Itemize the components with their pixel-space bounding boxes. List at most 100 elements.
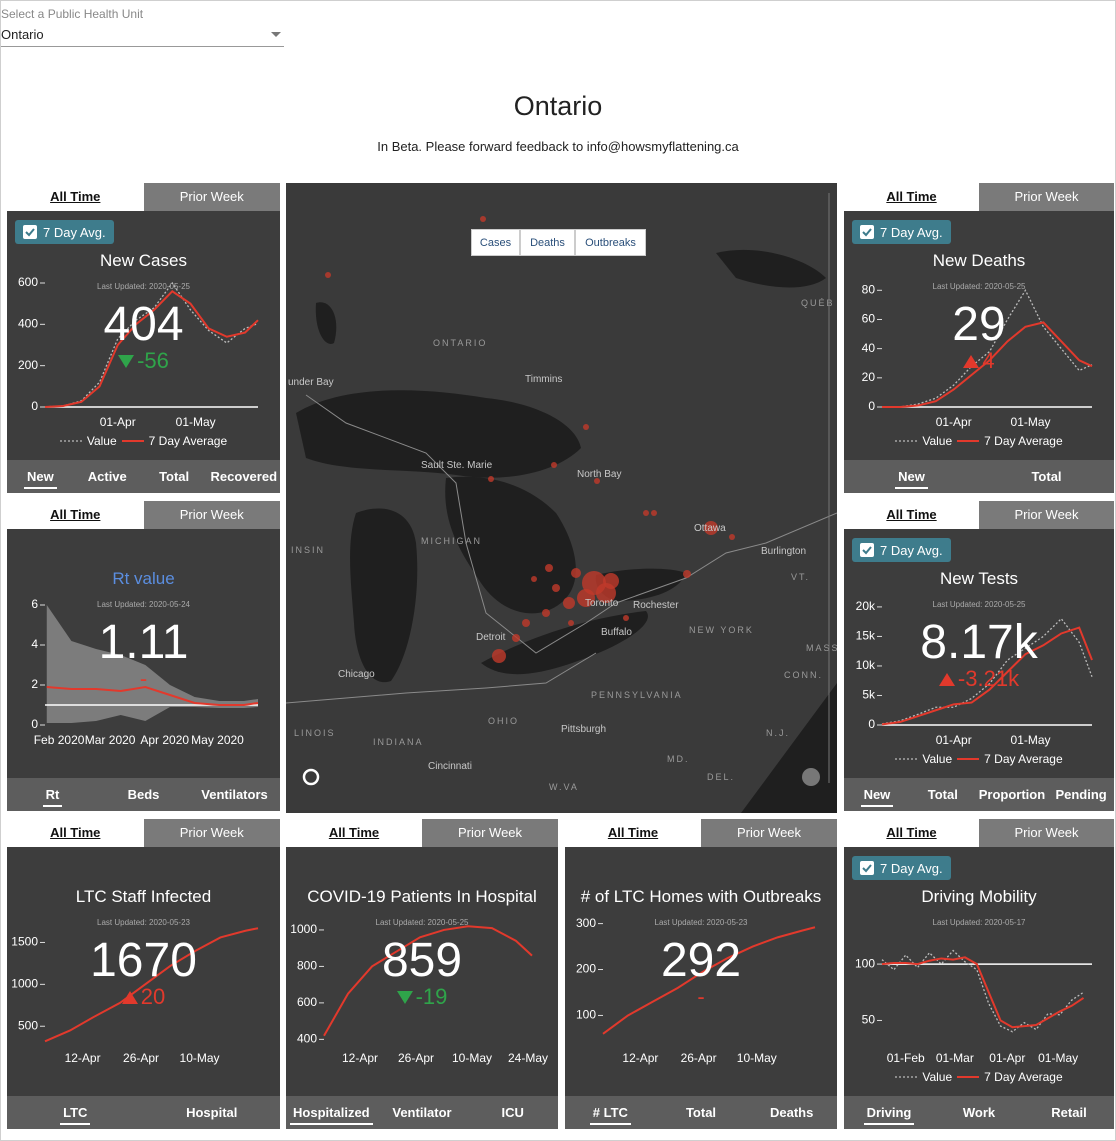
last-updated: Last Updated: 2020-05-24 — [97, 600, 190, 609]
bottom-tab[interactable]: ICU — [467, 1105, 558, 1120]
bottom-tab[interactable]: New — [844, 787, 910, 807]
bottom-tab-label: Work — [962, 1105, 996, 1120]
bottom-tab[interactable]: Proportion — [976, 787, 1048, 802]
tab[interactable]: All Time — [844, 819, 979, 847]
confidence-band — [46, 605, 258, 723]
bottom-tab-label: Rt — [42, 787, 63, 807]
change: - — [565, 984, 837, 1010]
bottom-tab[interactable]: New — [844, 469, 979, 489]
legend-swatch — [121, 440, 144, 442]
checkbox-icon — [860, 861, 874, 875]
bottom-tab[interactable]: New — [7, 469, 74, 489]
tab[interactable]: Prior Week — [979, 183, 1114, 211]
x-tick-label: 01-Mar — [936, 1051, 974, 1065]
legend-swatch — [59, 440, 82, 442]
map-label: Pittsburgh — [561, 724, 606, 735]
tab[interactable]: Prior Week — [422, 819, 558, 847]
map-label: Timmins — [525, 374, 562, 385]
tab[interactable]: All Time — [286, 819, 422, 847]
avg-toggle[interactable]: 7 Day Avg. — [852, 856, 951, 880]
y-tick-label: 400 — [297, 1032, 317, 1046]
bottom-tab[interactable]: Active — [74, 469, 141, 484]
legend-label: Value — [922, 434, 953, 448]
tab[interactable]: All Time — [7, 183, 144, 211]
x-tick-label: 01-May — [176, 415, 216, 429]
tab[interactable]: Prior Week — [143, 819, 280, 847]
avg-toggle[interactable]: 7 Day Avg. — [15, 220, 114, 244]
change: 20 — [7, 984, 280, 1010]
y-tick-label: 600 — [18, 275, 38, 289]
map-label: Detroit — [476, 632, 506, 643]
tab[interactable]: All Time — [844, 183, 979, 211]
chart: 500 1000 1500 12-Apr 26-Apr 10-May — [11, 927, 259, 1065]
bottom-tab[interactable]: Total — [656, 1105, 747, 1120]
card: All Time Prior Week COVID-19 Patients In H… — [286, 819, 558, 1129]
map-label: DEL. — [707, 772, 735, 782]
bottom-tab-label: New — [895, 469, 928, 489]
tab[interactable]: Prior Week — [979, 501, 1114, 529]
bottom-tab[interactable]: Total — [910, 787, 976, 802]
checkmark — [25, 228, 35, 237]
tab[interactable]: All Time — [844, 501, 979, 529]
y-tick-label: 40 — [862, 341, 876, 355]
bottom-tab[interactable]: Total — [141, 469, 208, 484]
map-label: LINOIS — [294, 728, 336, 738]
bottom-tab[interactable]: Driving — [844, 1105, 934, 1125]
y-tick-label: 15k — [856, 629, 876, 643]
map-info[interactable] — [802, 768, 820, 786]
tab[interactable]: Prior Week — [143, 183, 280, 211]
bottom-tab[interactable]: Beds — [98, 787, 189, 802]
avg-toggle[interactable]: 7 Day Avg. — [852, 538, 951, 562]
map[interactable]: ONTARIO QUÉB Timmins under Bay Sault Ste… — [286, 183, 837, 813]
bottom-tab[interactable]: Total — [979, 469, 1114, 484]
bottom-tab[interactable]: Work — [934, 1105, 1024, 1120]
change-value: -19 — [415, 984, 448, 1009]
bottom-tab-label: ICU — [501, 1105, 524, 1120]
y-tick-label: 100 — [855, 956, 875, 970]
card-title: # of LTC Homes with Outbreaks — [580, 887, 822, 906]
bottom-tab[interactable]: Deaths — [746, 1105, 837, 1120]
chart: 50 100 01-Feb 01-Mar 01-Apr 01-May — [855, 949, 1092, 1065]
map-label: W.VA — [549, 782, 579, 792]
change: -19 — [286, 984, 558, 1010]
bottom-tab[interactable]: Hospital — [144, 1105, 281, 1120]
bottom-tab-label: Pending — [1055, 787, 1107, 802]
tab[interactable]: All Time — [565, 819, 701, 847]
layer-button[interactable]: Deaths — [520, 229, 575, 256]
tab[interactable]: Prior Week — [701, 819, 837, 847]
legend-label: Value — [922, 752, 953, 766]
y-tick-label: 0 — [868, 717, 875, 731]
map-logo[interactable] — [302, 768, 320, 786]
bottom-tab[interactable]: Ventilator — [377, 1105, 468, 1120]
x-tick-label: 26-Apr — [123, 1051, 159, 1065]
series-line — [46, 685, 259, 706]
layer-button[interactable]: Outbreaks — [575, 229, 646, 256]
dropdown-arrow[interactable] — [271, 32, 281, 38]
borders — [286, 394, 837, 704]
bottom-tab[interactable]: Rt — [7, 787, 98, 807]
bottom-tab[interactable]: Recovered — [208, 469, 280, 484]
last-updated: Last Updated: 2020-05-25 — [932, 282, 1026, 291]
layer-button[interactable]: Cases — [471, 229, 520, 256]
tab[interactable]: All Time — [7, 819, 144, 847]
map-label: MICHIGAN — [421, 536, 482, 546]
tab[interactable]: Prior Week — [979, 819, 1114, 847]
map-label: N.J. — [766, 728, 790, 738]
tab-bar: All Time Prior Week — [844, 501, 1114, 529]
bottom-tab[interactable]: # LTC — [565, 1105, 656, 1125]
bottom-tab[interactable]: Retail — [1024, 1105, 1114, 1120]
bottom-tab[interactable]: LTC — [7, 1105, 144, 1125]
tab[interactable]: All Time — [7, 501, 144, 529]
bottom-tab[interactable]: Ventilators — [189, 787, 280, 802]
map-label: Toronto — [585, 598, 619, 609]
bottom-tab[interactable]: Pending — [1048, 787, 1114, 802]
bottom-tab[interactable]: Hospitalized — [286, 1105, 377, 1125]
selector-value[interactable]: Ontario — [1, 27, 44, 42]
tab[interactable]: Prior Week — [143, 501, 280, 529]
x-tick-label: 24-May — [508, 1051, 548, 1065]
avg-toggle[interactable]: 7 Day Avg. — [852, 220, 951, 244]
chart: 0 2 4 6 Feb 2020 Mar 2020 Apr 2020 May 2020 — [31, 597, 259, 747]
change: 4 — [844, 348, 1114, 374]
y-tick-label: 5k — [862, 688, 876, 702]
chart: 100 200 300 12-Apr 26-Apr 10-May — [576, 916, 816, 1065]
